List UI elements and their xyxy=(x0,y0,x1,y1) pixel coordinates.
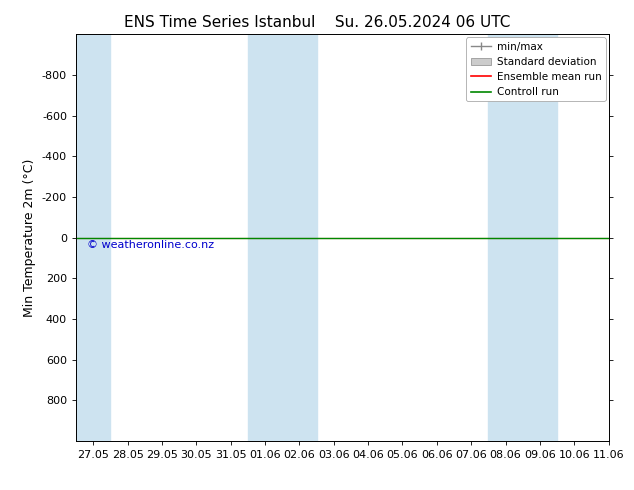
Y-axis label: Min Temperature 2m (°C): Min Temperature 2m (°C) xyxy=(23,158,36,317)
Bar xyxy=(523,34,557,441)
Bar xyxy=(76,34,110,441)
Text: ENS Time Series Istanbul    Su. 26.05.2024 06 UTC: ENS Time Series Istanbul Su. 26.05.2024 … xyxy=(124,15,510,30)
Legend: min/max, Standard deviation, Ensemble mean run, Controll run: min/max, Standard deviation, Ensemble me… xyxy=(467,37,605,101)
Bar xyxy=(282,34,316,441)
Bar xyxy=(248,34,282,441)
Text: © weatheronline.co.nz: © weatheronline.co.nz xyxy=(87,240,214,250)
Bar xyxy=(488,34,523,441)
